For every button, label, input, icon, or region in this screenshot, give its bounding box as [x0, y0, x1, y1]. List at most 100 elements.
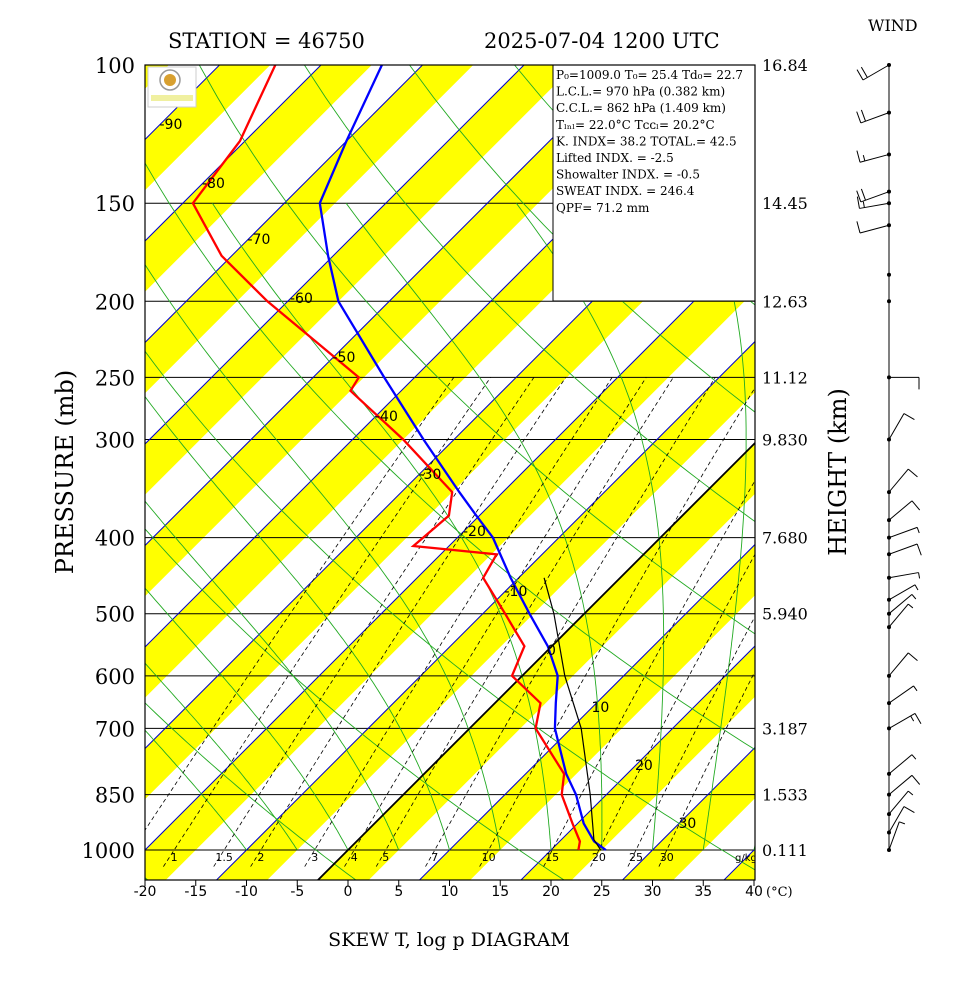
datetime-title: 2025-07-04 1200 UTC	[484, 29, 720, 53]
x-tick-label: 35	[694, 884, 712, 900]
height-label: 14.45	[762, 194, 808, 213]
wind-barb-flag	[903, 806, 915, 813]
index-line: K. INDX= 38.2 TOTAL.= 42.5	[556, 134, 737, 148]
wind-barb	[888, 821, 900, 851]
wind-barb-flag	[907, 652, 918, 661]
isotherm-stripe	[145, 65, 372, 292]
height-label: 1.533	[762, 786, 808, 805]
wind-barbs	[856, 63, 922, 852]
wind-barb	[888, 572, 919, 579]
isotherm-line	[520, 645, 755, 880]
wind-barb-flag	[856, 190, 862, 203]
x-tick-label: -20	[134, 884, 157, 900]
wind-dot	[887, 272, 891, 277]
wind-barb	[862, 64, 890, 81]
wind-barb-flag	[856, 221, 861, 234]
isotherm-label: -30	[419, 467, 442, 483]
isobar-lines	[145, 65, 755, 851]
mixing-ratio-line	[344, 377, 647, 867]
moist-adiabat	[145, 662, 298, 851]
station-title: STATION = 46750	[168, 29, 365, 53]
mixing-ratio-line	[375, 377, 674, 867]
pressure-label: 250	[95, 366, 135, 390]
wind-barb-flag	[910, 715, 915, 722]
x-tick-label: 40	[745, 884, 763, 900]
wind-barb	[888, 806, 905, 833]
sounding-profiles	[191, 65, 607, 851]
isotherm-stripe	[145, 240, 755, 880]
x-tick-label: 20	[542, 884, 560, 900]
wind-barb-flag	[856, 111, 862, 124]
temperature-profile	[318, 65, 607, 851]
index-line: C.C.L.= 862 hPa (1.409 km)	[556, 101, 726, 115]
wind-barb	[888, 774, 913, 795]
isotherm-label: -10	[505, 584, 528, 600]
isotherm-label: -20	[463, 524, 486, 540]
pressure-label: 300	[95, 429, 135, 453]
wind-barb-flag	[856, 150, 861, 163]
index-line: L.C.L.= 970 hPa (0.382 km)	[556, 85, 725, 99]
wind-barb	[888, 526, 918, 539]
wind-barb-flag	[907, 790, 914, 796]
mixing-ratio-line	[250, 377, 567, 867]
isotherm-line	[215, 340, 755, 880]
mixing-ratio-line	[543, 479, 755, 867]
mixing-ratio-label: 10	[482, 851, 496, 864]
wind-barb-flag	[903, 413, 915, 420]
isotherm-stripe	[145, 65, 474, 394]
moist-adiabat	[515, 202, 665, 851]
wind-barb-flag	[860, 188, 866, 201]
y-axis-label-left: PRESSURE (mb)	[51, 370, 79, 575]
isotherm-label: -60	[290, 291, 313, 307]
dry-adiabat	[303, 65, 755, 523]
height-label: 5.940	[762, 605, 808, 624]
moist-adiabat	[145, 729, 247, 851]
isotherm-line	[145, 239, 755, 851]
wind-barb	[888, 594, 913, 615]
wind-barb	[888, 543, 918, 555]
wind-barb	[888, 413, 905, 440]
wind-barb	[888, 652, 909, 677]
moist-adiabat	[145, 395, 450, 851]
x-tick-label: 0	[344, 884, 353, 900]
isotherm-stripe	[145, 65, 271, 191]
isotherm-label: 20	[635, 758, 653, 774]
parcel-profile	[543, 577, 602, 851]
x-tick-label: 15	[491, 884, 509, 900]
x-tick-label: -15	[184, 884, 207, 900]
isotherm-label: -80	[202, 176, 225, 192]
mixing-ratio-line	[627, 615, 755, 867]
index-line: Lifted INDX. = -2.5	[556, 151, 674, 165]
pressure-label: 850	[95, 784, 135, 808]
dry-adiabat	[408, 65, 755, 413]
wind-barb-flag	[914, 713, 922, 725]
mixing-ratio-line	[145, 377, 455, 831]
isotherm-line	[418, 543, 755, 880]
wind-barb-flag	[862, 201, 865, 208]
y-axis-label-right: HEIGHT (km)	[824, 388, 852, 556]
wind-barb	[888, 754, 913, 775]
pressure-label: 1000	[82, 839, 135, 863]
moist-adiabat	[345, 202, 603, 850]
wind-barb-flag	[860, 109, 866, 122]
wind-barb-flag	[913, 685, 918, 692]
wind-barb-flag	[918, 572, 921, 579]
zero-isotherm-bold	[316, 441, 755, 880]
isotherm-label: -90	[160, 117, 183, 133]
isotherm-line	[145, 65, 728, 648]
wind-barb	[888, 468, 909, 493]
x-axis-title: SKEW T, log p DIAGRAM	[328, 929, 570, 951]
wind-barb-flag	[856, 196, 860, 209]
isotherm-stripe	[145, 65, 575, 495]
x-tick-label: 5	[394, 884, 403, 900]
mixing-ratio-line	[304, 377, 613, 867]
mixing-ratio-labels: 0.7 1 1.5 2 3 4 5 7 10 15 20 25 30 g/kg	[171, 851, 755, 864]
mixing-ratio-label: 25	[629, 851, 643, 864]
wind-barb-flag	[916, 527, 920, 534]
height-tick-labels: 16.84 14.45 12.63 11.12 9.830 7.680 5.940 3.187…	[762, 56, 808, 860]
moist-adiabat	[145, 587, 349, 851]
index-line: SWEAT INDX. = 246.4	[556, 184, 695, 198]
pressure-label: 600	[95, 665, 135, 689]
